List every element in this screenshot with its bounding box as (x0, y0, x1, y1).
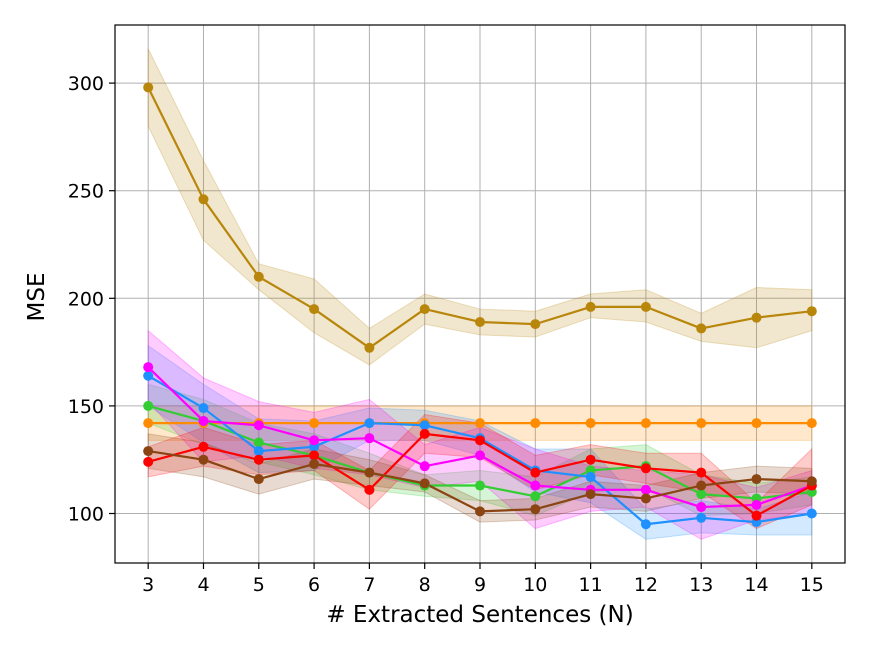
data-point-red (585, 454, 596, 465)
data-point-gold (585, 301, 596, 312)
x-tick-label: 15 (800, 574, 824, 596)
data-point-red (530, 467, 541, 478)
data-point-orange (585, 418, 596, 429)
data-point-green (696, 489, 707, 500)
data-point-red (309, 450, 320, 461)
data-point-orange (640, 418, 651, 429)
x-tick-label: 7 (363, 574, 375, 596)
data-point-magenta (198, 415, 209, 426)
data-point-gold (419, 304, 430, 315)
x-tick-label: 10 (523, 574, 547, 596)
data-point-red (143, 456, 154, 467)
data-point-red (198, 441, 209, 452)
data-point-blue (806, 508, 817, 519)
x-tick-label: 6 (308, 574, 320, 596)
data-point-orange (751, 418, 762, 429)
data-point-magenta (364, 433, 375, 444)
data-point-gold (475, 316, 485, 327)
data-point-green (143, 400, 154, 411)
series-points (143, 82, 817, 530)
data-point-brown (198, 454, 209, 465)
data-point-brown (364, 467, 375, 478)
data-point-red (364, 484, 375, 495)
x-tick-label: 4 (197, 574, 209, 596)
x-tick-label: 8 (419, 574, 431, 596)
data-point-green (530, 491, 541, 502)
data-point-gold (806, 306, 817, 317)
data-point-blue (198, 403, 209, 414)
data-point-gold (198, 194, 209, 205)
data-point-red (475, 435, 485, 446)
data-point-blue (585, 471, 596, 482)
data-point-blue (253, 446, 264, 457)
data-point-magenta (419, 461, 430, 472)
x-tick-label: 12 (634, 574, 658, 596)
data-point-brown (419, 478, 430, 489)
x-tick-label: 9 (474, 574, 486, 596)
y-tick-label: 300 (68, 73, 104, 95)
data-point-magenta (696, 502, 707, 513)
data-point-gold (143, 82, 154, 93)
y-tick-label: 150 (68, 396, 104, 418)
data-point-gold (253, 271, 264, 282)
data-point-blue (696, 512, 707, 523)
data-point-magenta (253, 420, 264, 431)
y-axis-label: MSE (24, 273, 50, 322)
data-point-red (253, 454, 264, 465)
data-point-gold (364, 342, 375, 353)
data-point-red (751, 510, 762, 521)
data-point-brown (143, 446, 154, 457)
data-point-blue (143, 370, 154, 381)
x-tick-label: 11 (579, 574, 603, 596)
data-point-brown (475, 506, 485, 517)
data-point-magenta (143, 362, 154, 373)
data-point-magenta (751, 499, 762, 510)
data-point-blue (419, 420, 430, 431)
data-point-red (696, 467, 707, 478)
data-point-brown (751, 474, 762, 485)
data-point-brown (806, 476, 817, 487)
data-point-magenta (640, 484, 651, 495)
data-point-brown (585, 489, 596, 500)
data-point-orange (696, 418, 707, 429)
y-tick-label: 250 (68, 181, 104, 203)
data-point-brown (640, 493, 651, 504)
data-point-gold (309, 304, 320, 315)
confidence-band-gold (147, 48, 813, 366)
data-point-gold (530, 319, 541, 330)
axis-ticks: 3 4 5 6 7 8 9 10 11 12 13 14 15 100 150 200 250 300 (68, 73, 824, 596)
data-point-magenta (475, 450, 485, 461)
data-point-red (419, 428, 430, 439)
x-tick-label: 14 (744, 574, 768, 596)
data-point-blue (640, 519, 651, 530)
data-point-brown (309, 459, 320, 470)
data-point-gold (751, 312, 762, 323)
data-point-brown (696, 480, 707, 491)
data-point-blue (364, 418, 375, 429)
data-point-gold (640, 301, 651, 312)
x-tick-label: 3 (142, 574, 154, 596)
y-tick-label: 100 (68, 504, 104, 526)
data-point-gold (696, 323, 707, 334)
data-point-brown (253, 474, 264, 485)
x-tick-label: 13 (689, 574, 713, 596)
data-point-green (475, 480, 485, 491)
data-point-red (640, 463, 651, 474)
x-axis-label: # Extracted Sentences (N) (326, 602, 633, 628)
y-tick-label: 200 (68, 288, 104, 310)
data-point-orange (530, 418, 541, 429)
data-point-magenta (530, 480, 541, 491)
data-point-brown (530, 504, 541, 515)
data-point-orange (806, 418, 817, 429)
data-point-orange (475, 418, 485, 429)
confidence-band-green (147, 383, 813, 517)
x-tick-label: 5 (253, 574, 265, 596)
data-point-magenta (309, 435, 320, 446)
data-point-orange (143, 418, 154, 429)
data-point-orange (309, 418, 320, 429)
data-point-green (253, 437, 264, 448)
